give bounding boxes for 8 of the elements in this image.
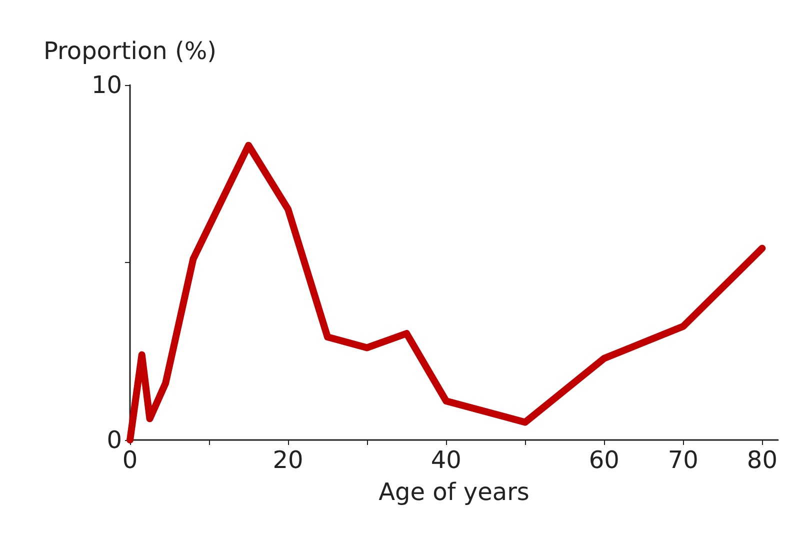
y-axis-title: Proportion (%) <box>44 37 216 65</box>
x-tick-label: 40 <box>430 446 462 474</box>
x-tick-label: 80 <box>746 446 778 474</box>
x-tick-label: 20 <box>272 446 304 474</box>
x-axis-title: Age of years <box>378 478 530 506</box>
x-tick-label: 70 <box>668 446 698 474</box>
x-tick-label: 60 <box>588 446 620 474</box>
y-tick-label: 10 <box>91 71 122 99</box>
